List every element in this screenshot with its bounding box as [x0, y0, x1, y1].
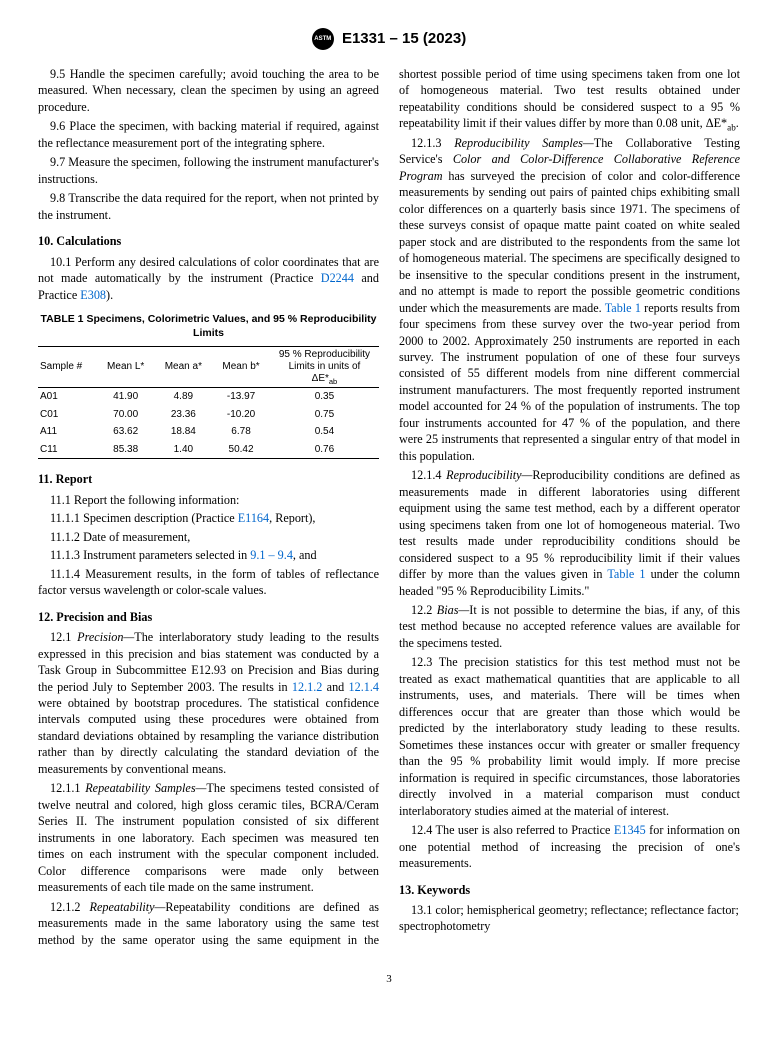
para-12-1-4-lead: Reproducibility— — [446, 468, 532, 482]
para-12-3: 12.3 The precision statistics for this t… — [399, 654, 740, 819]
para-11-1-2: 11.1.2 Date of measurement, — [38, 529, 379, 545]
para-10-1-text-c: ). — [106, 288, 113, 302]
page-number: 3 — [38, 972, 740, 987]
para-12-1-2-lead: Repeatability— — [90, 900, 166, 914]
col-meanl: Mean L* — [97, 347, 155, 388]
table-1-header-row: Sample # Mean L* Mean a* Mean b* 95 % Re… — [38, 347, 379, 388]
page-header: E1331 – 15 (2023) — [38, 28, 740, 50]
para-12-1-4-b: Reproducibility conditions are defined a… — [399, 468, 740, 581]
para-12-1-3-lead: Reproducibility Samples— — [454, 136, 594, 150]
col-meanb: Mean b* — [212, 347, 270, 388]
link-e1345[interactable]: E1345 — [614, 823, 646, 837]
table-row: A1163.6218.846.780.54 — [38, 423, 379, 441]
col-meana: Mean a* — [155, 347, 213, 388]
link-9-1-9-4[interactable]: 9.1 – 9.4 — [250, 548, 293, 562]
para-12-2-num: 12.2 — [411, 603, 437, 617]
link-table-1-a[interactable]: Table 1 — [605, 301, 641, 315]
para-12-1-1-num: 12.1.1 — [50, 781, 85, 795]
link-12-1-4[interactable]: 12.1.4 — [349, 680, 379, 694]
para-11-1-1-a: 11.1.1 Specimen description (Practice — [50, 511, 238, 525]
para-9-6: 9.6 Place the specimen, with backing mat… — [38, 118, 379, 151]
table-row: A0141.904.89-13.970.35 — [38, 388, 379, 406]
table-row: C0170.0023.36-10.200.75 — [38, 406, 379, 424]
para-12-1-3-d: reports results from four specimens from… — [399, 301, 740, 463]
section-13-head: 13. Keywords — [399, 882, 740, 898]
para-12-1-2-num: 12.1.2 — [50, 900, 90, 914]
para-9-5: 9.5 Handle the specimen carefully; avoid… — [38, 66, 379, 115]
para-12-1-3-num: 12.1.3 — [411, 136, 454, 150]
link-e308[interactable]: E308 — [80, 288, 106, 302]
para-12-1-num: 12.1 — [50, 630, 77, 644]
para-12-1-lead: Precision— — [77, 630, 134, 644]
para-11-1-3: 11.1.3 Instrument parameters selected in… — [38, 547, 379, 563]
para-11-1-4: 11.1.4 Measurement results, in the form … — [38, 566, 379, 599]
para-12-1-c: and — [322, 680, 348, 694]
para-12-4-a: 12.4 The user is also referred to Practi… — [411, 823, 614, 837]
section-11-head: 11. Report — [38, 471, 379, 487]
para-12-1: 12.1 Precision—The interlaboratory study… — [38, 629, 379, 777]
link-table-1-b[interactable]: Table 1 — [607, 567, 645, 581]
para-12-1-1-b: The specimens tested consisted of twelve… — [38, 781, 379, 894]
para-12-2-lead: Bias— — [437, 603, 470, 617]
para-12-1-3: 12.1.3 Reproducibility Samples—The Colla… — [399, 135, 740, 464]
body-columns: 9.5 Handle the specimen carefully; avoid… — [38, 66, 740, 948]
table-1-grid: Sample # Mean L* Mean a* Mean b* 95 % Re… — [38, 346, 379, 459]
para-11-1-1: 11.1.1 Specimen description (Practice E1… — [38, 510, 379, 526]
para-12-1-2-c: . — [736, 116, 739, 130]
para-12-4: 12.4 The user is also referred to Practi… — [399, 822, 740, 871]
col-sample: Sample # — [38, 347, 97, 388]
para-11-1-1-b: , Report), — [269, 511, 315, 525]
standard-designation: E1331 – 15 (2023) — [342, 30, 466, 47]
table-1-body: A0141.904.89-13.970.35 C0170.0023.36-10.… — [38, 388, 379, 459]
section-10-head: 10. Calculations — [38, 233, 379, 249]
para-9-8: 9.8 Transcribe the data required for the… — [38, 190, 379, 223]
para-12-1-4-num: 12.1.4 — [411, 468, 446, 482]
para-12-1-3-c: has surveyed the precision of color and … — [399, 169, 740, 315]
para-11-1: 11.1 Report the following information: — [38, 492, 379, 508]
para-10-1: 10.1 Perform any desired calculations of… — [38, 254, 379, 303]
table-1: TABLE 1 Specimens, Colorimetric Values, … — [38, 313, 379, 459]
para-13-1: 13.1 color; hemispherical geometry; refl… — [399, 902, 740, 935]
link-e1164[interactable]: E1164 — [238, 511, 269, 525]
para-11-1-3-b: , and — [293, 548, 317, 562]
para-12-1-1: 12.1.1 Repeatability Samples—The specime… — [38, 780, 379, 895]
table-1-title: TABLE 1 Specimens, Colorimetric Values, … — [38, 313, 379, 340]
para-11-1-3-a: 11.1.3 Instrument parameters selected in — [50, 548, 250, 562]
para-12-2: 12.2 Bias—It is not possible to determin… — [399, 602, 740, 651]
para-12-1-1-lead: Repeatability Samples— — [85, 781, 206, 795]
para-12-1-d: were obtained by bootstrap procedures. T… — [38, 696, 379, 776]
col-repro: 95 % ReproducibilityLimits in units of Δ… — [270, 347, 379, 388]
astm-logo-icon — [312, 28, 334, 50]
table-row: C1185.381.4050.420.76 — [38, 441, 379, 459]
link-12-1-2[interactable]: 12.1.2 — [292, 680, 322, 694]
section-12-head: 12. Precision and Bias — [38, 609, 379, 625]
para-9-7: 9.7 Measure the specimen, following the … — [38, 154, 379, 187]
para-12-1-4: 12.1.4 Reproducibility—Reproducibility c… — [399, 467, 740, 599]
link-d2244[interactable]: D2244 — [321, 271, 354, 285]
